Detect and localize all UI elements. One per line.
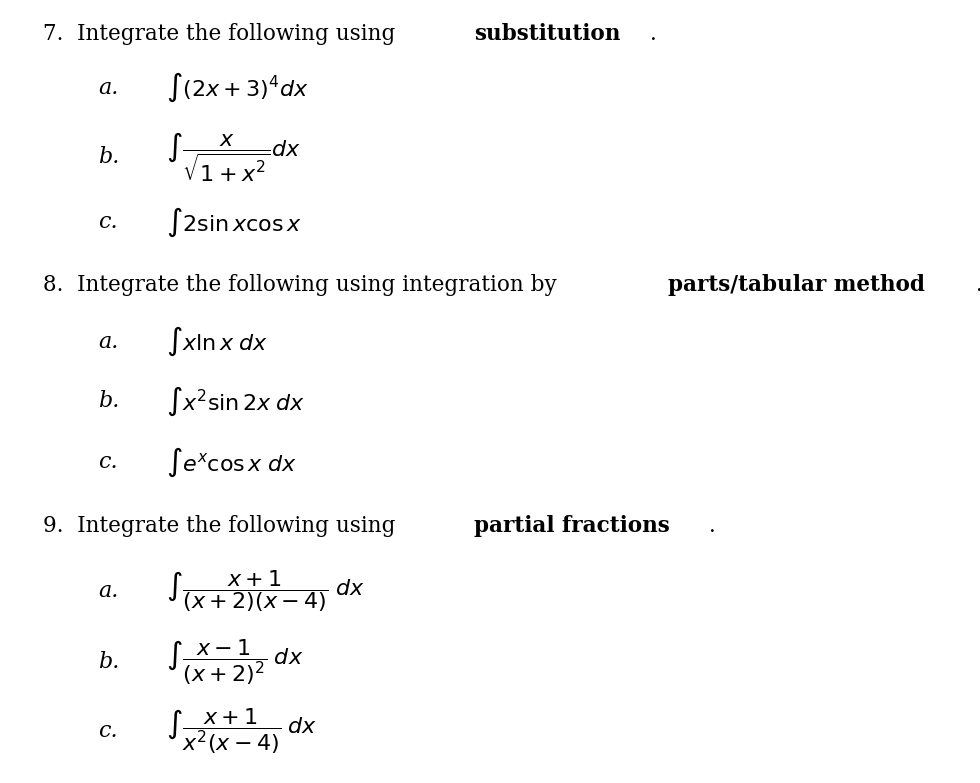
Text: $\int x^{2}\sin 2x\; dx$: $\int x^{2}\sin 2x\; dx$ [167,384,306,418]
Text: b.: b. [98,146,120,168]
Text: $\int\dfrac{x+1}{(x+2)(x-4)}\; dx$: $\int\dfrac{x+1}{(x+2)(x-4)}\; dx$ [167,568,365,615]
Text: a.: a. [98,580,119,602]
Text: 8.  Integrate the following using integration by: 8. Integrate the following using integra… [43,274,564,296]
Text: partial fractions: partial fractions [474,515,670,537]
Text: b.: b. [98,391,120,413]
Text: $\int 2\sin x\cos x$: $\int 2\sin x\cos x$ [167,206,302,239]
Text: .: . [650,23,657,45]
Text: .: . [710,515,716,537]
Text: $\int x\ln x\; dx$: $\int x\ln x\; dx$ [167,325,269,358]
Text: 7.  Integrate the following using: 7. Integrate the following using [43,23,403,45]
Text: b.: b. [98,651,120,673]
Text: $\int\dfrac{x-1}{(x+2)^{2}}\; dx$: $\int\dfrac{x-1}{(x+2)^{2}}\; dx$ [167,637,304,687]
Text: c.: c. [98,720,118,742]
Text: $\int\dfrac{x+1}{x^{2}(x-4)}\; dx$: $\int\dfrac{x+1}{x^{2}(x-4)}\; dx$ [167,707,318,756]
Text: 9.  Integrate the following using: 9. Integrate the following using [43,515,403,537]
Text: a.: a. [98,330,119,352]
Text: $\int(2x+3)^{4}dx$: $\int(2x+3)^{4}dx$ [167,71,309,104]
Text: c.: c. [98,211,118,233]
Text: c.: c. [98,451,118,473]
Text: substitution: substitution [474,23,620,45]
Text: $\int e^{x}\cos x\; dx$: $\int e^{x}\cos x\; dx$ [167,446,297,479]
Text: .: . [976,274,980,296]
Text: parts/tabular method: parts/tabular method [667,274,925,296]
Text: $\int\dfrac{x}{\sqrt{1+x^{2}}}dx$: $\int\dfrac{x}{\sqrt{1+x^{2}}}dx$ [167,131,302,183]
Text: a.: a. [98,77,119,99]
